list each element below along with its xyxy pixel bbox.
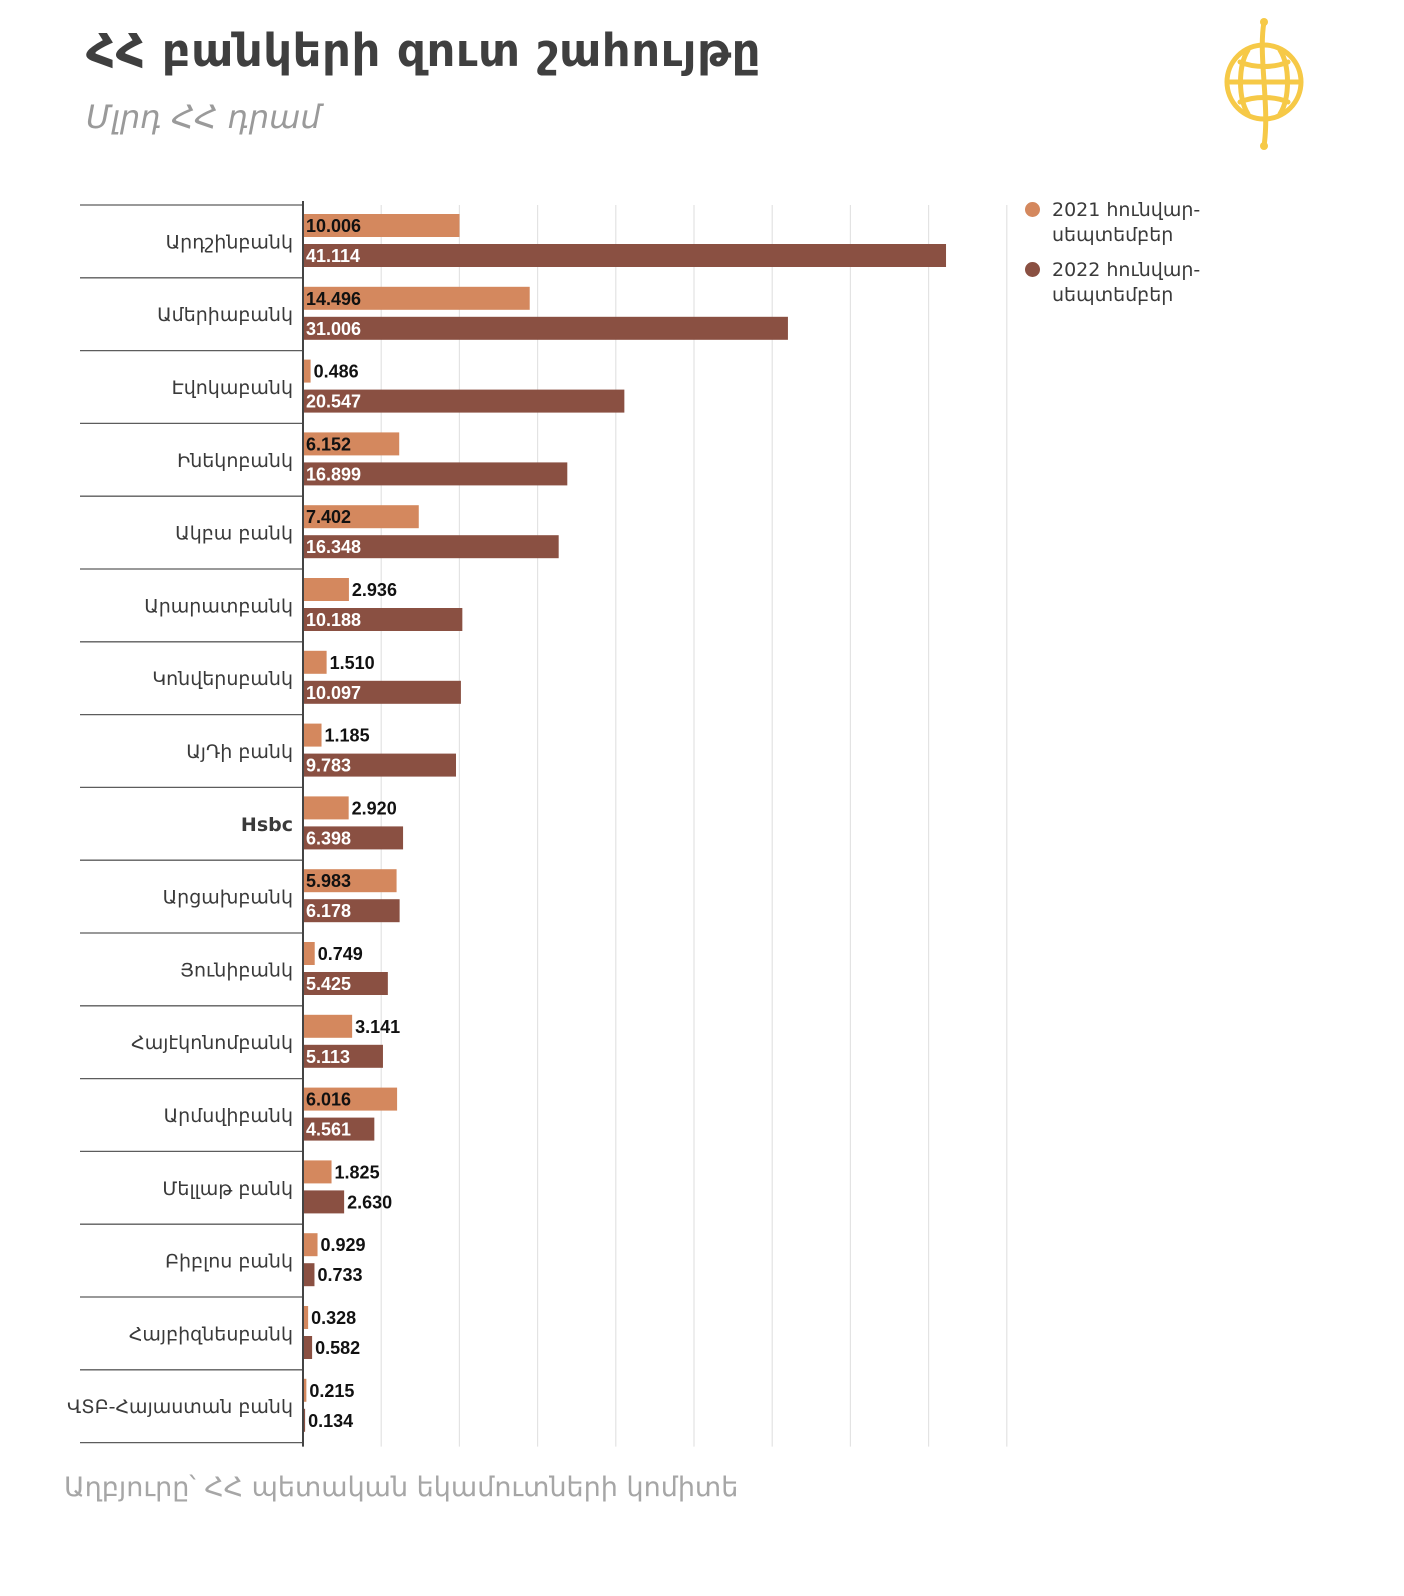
data-label: 16.899 — [306, 464, 361, 484]
data-label: 10.188 — [306, 610, 361, 630]
bar — [303, 608, 463, 631]
data-label: 0.328 — [311, 1308, 356, 1328]
bar — [303, 286, 530, 310]
bar — [303, 680, 461, 704]
category-label: ԱյԴի բանկ — [186, 741, 293, 763]
bar — [303, 1263, 315, 1287]
bar — [303, 942, 315, 965]
bar — [303, 1190, 345, 1214]
bar — [303, 359, 311, 383]
data-label: 1.825 — [335, 1162, 380, 1182]
category-label: Ամերիաբանկ — [157, 304, 293, 326]
category-label: Կոնվերսբանկ — [152, 668, 293, 690]
bar — [303, 899, 400, 923]
data-label: 14.496 — [306, 289, 361, 309]
category-label: Արդշինբանկ — [166, 231, 293, 253]
category-label: Ակբա բանկ — [175, 523, 293, 545]
legend-swatch-2022 — [1025, 262, 1040, 277]
bar — [303, 535, 559, 559]
data-label: 2.920 — [352, 798, 397, 818]
data-label: 5.983 — [306, 871, 351, 891]
bar — [303, 1408, 306, 1432]
bar — [303, 869, 397, 893]
category-label: Յունիբանկ — [180, 959, 293, 981]
category-label: Hsbc — [241, 814, 293, 836]
data-label: 0.929 — [321, 1235, 366, 1255]
bar — [303, 578, 349, 601]
source-note: Աղբյուրը՝ ՀՀ պետական եկամուտների կոմիտե — [64, 1472, 739, 1503]
category-label: ՎՏԲ-Հայաստան բանկ — [67, 1396, 293, 1418]
category-label: Հայբիզնեսբանկ — [129, 1323, 293, 1345]
category-label: Արմսվիբանկ — [164, 1105, 293, 1127]
bar — [303, 796, 349, 820]
legend-item-2022: 2022 հունվար- սեպտեմբեր — [1025, 258, 1215, 308]
chart-subtitle: Մլրդ ՀՀ դրամ — [86, 98, 321, 136]
globe-logo-icon — [1218, 16, 1310, 152]
bar — [303, 650, 327, 674]
bar — [303, 316, 788, 340]
data-label: 0.215 — [309, 1381, 354, 1401]
data-label: 0.733 — [317, 1265, 362, 1285]
bar — [303, 1306, 309, 1329]
legend-swatch-2021 — [1025, 202, 1040, 217]
data-label: 31.006 — [306, 319, 361, 339]
data-label: 10.006 — [306, 216, 361, 236]
data-label: 0.134 — [308, 1411, 353, 1431]
data-label: 0.749 — [318, 944, 363, 964]
bar — [303, 1087, 398, 1111]
data-label: 16.348 — [306, 537, 361, 557]
data-label: 1.510 — [330, 653, 375, 673]
bar — [303, 505, 419, 529]
bar — [303, 389, 625, 413]
data-label: 6.152 — [306, 434, 351, 454]
category-label: Արարատբանկ — [144, 595, 293, 617]
bar — [303, 1233, 318, 1257]
data-label: 5.425 — [306, 974, 351, 994]
bar — [303, 432, 400, 456]
data-label: 0.486 — [314, 362, 359, 382]
bar — [303, 244, 947, 267]
data-label: 6.178 — [306, 901, 351, 921]
bar — [303, 723, 322, 747]
bar — [303, 826, 404, 850]
data-label: 7.402 — [306, 507, 351, 527]
data-label: 2.630 — [347, 1192, 392, 1212]
legend-label-2021: 2021 հունվար- սեպտեմբեր — [1052, 199, 1201, 246]
data-label: 9.783 — [306, 756, 351, 776]
category-label: Հայէկոնոմբանկ — [131, 1032, 293, 1054]
bar — [303, 462, 568, 486]
data-label: 6.016 — [306, 1090, 351, 1110]
category-label: Արցախբանկ — [163, 887, 293, 909]
legend-label-2022: 2022 հունվար- սեպտեմբեր — [1052, 259, 1201, 306]
data-label: 2.936 — [352, 580, 397, 600]
data-label: 10.097 — [306, 683, 361, 703]
data-label: 4.561 — [306, 1120, 351, 1140]
category-label: Ինեկոբանկ — [177, 450, 293, 472]
bar — [303, 214, 460, 237]
chart-title: ՀՀ բանկերի զուտ շահույթը — [86, 24, 761, 77]
bar — [303, 1117, 375, 1141]
category-label: Մելլաթ բանկ — [162, 1178, 293, 1200]
category-label: Բիբլոս բանկ — [165, 1251, 293, 1273]
data-label: 6.398 — [306, 828, 351, 848]
data-label: 0.582 — [315, 1338, 360, 1358]
data-label: 5.113 — [306, 1047, 350, 1067]
data-label: 3.141 — [355, 1017, 400, 1037]
category-label: Էվոկաբանկ — [172, 377, 293, 399]
legend-item-2021: 2021 հունվար- սեպտեմբեր — [1025, 198, 1215, 248]
bar — [303, 1378, 307, 1402]
bar — [303, 1044, 383, 1068]
data-label: 20.547 — [306, 392, 361, 412]
data-label: 1.185 — [325, 726, 370, 746]
bar — [303, 1336, 313, 1359]
bar — [303, 1160, 332, 1184]
bar — [303, 753, 457, 777]
data-label: 41.114 — [306, 246, 360, 266]
bar — [303, 1014, 353, 1038]
bar — [303, 972, 388, 995]
chart-legend: 2021 հունվար- սեպտեմբեր 2022 հունվար- սե… — [1025, 198, 1215, 318]
